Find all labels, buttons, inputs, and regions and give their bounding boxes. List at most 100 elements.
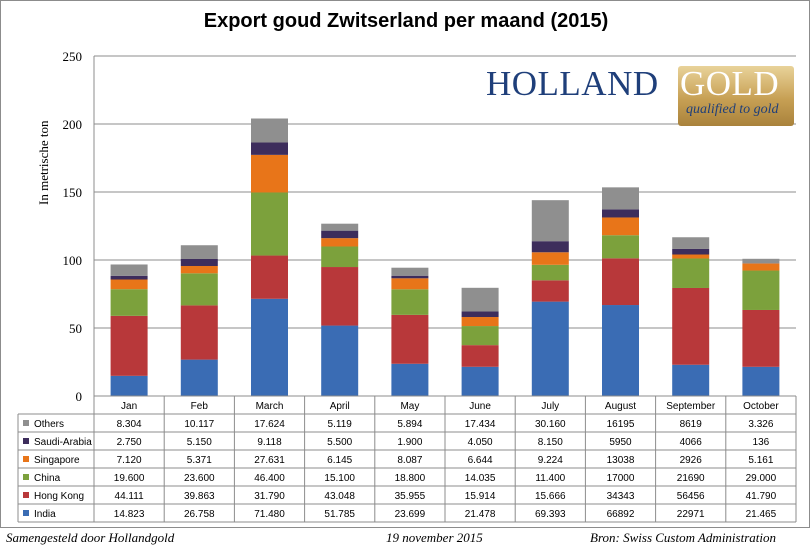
chart-title: Export goud Zwitserland per maand (2015) [203,10,609,32]
table-cell-hong-kong-jan: 44.111 [115,491,145,502]
bar-hong-kong-august [602,258,639,306]
table-cell-singapore-may: 8.087 [397,455,422,466]
bar-saudi-arabia-jan [110,275,148,280]
bar-china-july [531,264,569,281]
logo-gold-badge [678,66,794,126]
stacked-bar-chart: 0 50 100 150 200 250 Jan Feb March April May June Ju… [17,49,797,523]
bar-india-may [391,363,429,396]
table-cell-hong-kong-july: 15.666 [535,491,566,502]
bar-saudi-arabia-may [391,275,429,279]
bar-singapore-may [391,278,429,290]
table-cell-china-october: 29.000 [746,473,777,484]
bar-india-march [251,298,288,396]
x-tick-label-september: September [666,401,716,412]
bar-saudi-arabia-march [251,142,288,155]
x-tick-label-jan: Jan [121,401,137,412]
bar-singapore-march [251,154,288,193]
bar-others-june [461,287,499,312]
bar-others-august [602,187,639,210]
table-cell-hong-kong-october: 41.790 [746,491,777,502]
table-cell-china-july: 11.400 [535,473,565,484]
bar-others-april [321,223,359,231]
footer-date: 19 november 2015 [386,530,483,545]
bar-hong-kong-july [531,280,569,302]
table-cell-india-june: 21.478 [465,509,496,520]
bar-others-may [391,267,429,276]
table-cell-saudi-arabia-march: 9.118 [257,437,282,448]
table-cell-others-september: 8619 [680,419,703,430]
legend-label-saudi-arabia: Saudi-Arabia [34,437,92,448]
legend-label-others: Others [34,419,64,430]
bar-others-feb [180,245,218,259]
table-cell-india-august: 66892 [607,509,635,520]
table-cell-india-october: 21.465 [746,509,777,520]
y-tick-label-250: 250 [63,49,83,64]
bar-india-september [672,364,710,396]
bar-china-september [672,258,710,288]
bar-india-june [461,366,499,396]
legend-label-singapore: Singapore [34,455,80,466]
bar-hong-kong-feb [180,305,218,360]
legend-key-china [23,474,29,480]
legend-key-india [23,510,29,516]
x-tick-label-july: July [541,401,559,412]
table-cell-singapore-jan: 7.120 [117,455,142,466]
table-cell-saudi-arabia-june: 4.050 [468,437,493,448]
table-cell-others-august: 16195 [607,419,635,430]
table-cell-hong-kong-september: 56456 [677,491,705,502]
table-cell-singapore-march: 27.631 [254,455,285,466]
y-tick-label-50: 50 [69,321,82,336]
bar-saudi-arabia-april [321,230,359,239]
table-cell-india-may: 23.699 [395,509,426,520]
bar-singapore-september [672,254,710,259]
legend-key-singapore [23,456,29,462]
table-cell-others-jan: 8.304 [117,419,142,430]
bar-china-feb [180,273,218,306]
table-cell-singapore-april: 6.145 [327,455,352,466]
bar-china-august [602,235,639,259]
table-cell-singapore-september: 2926 [680,455,703,466]
bar-others-march [251,118,288,143]
hollandgold-logo: HOLLAND GOLD qualified to gold [486,64,796,126]
x-tick-label-may: May [400,401,419,412]
legend-key-others [23,420,29,426]
table-cell-china-june: 14.035 [465,473,496,484]
bar-saudi-arabia-feb [180,258,218,266]
bar-hong-kong-june [461,345,499,367]
bar-china-may [391,289,429,315]
table-cell-hong-kong-feb: 39.863 [184,491,215,502]
table-cell-china-jan: 19.600 [114,473,145,484]
x-tick-label-june: June [469,401,491,412]
table-cell-china-march: 46.400 [254,473,285,484]
table-cell-china-feb: 23.600 [184,473,215,484]
table-cell-others-april: 5.119 [328,419,353,430]
bar-hong-kong-september [672,287,710,365]
table-cell-china-april: 15.100 [324,473,355,484]
bar-others-july [531,200,569,242]
bar-singapore-october [742,263,780,271]
bar-singapore-august [602,217,639,236]
bar-others-jan [110,264,148,276]
legend-label-india: India [34,509,56,520]
table-cell-hong-kong-august: 34343 [607,491,635,502]
x-tick-label-april: April [330,401,350,412]
bar-india-october [742,366,780,396]
footer-source: Bron: Swiss Custom Administration [590,530,776,545]
bar-singapore-feb [180,265,218,274]
table-cell-india-july: 69.393 [535,509,566,520]
bar-china-april [321,246,359,268]
bar-saudi-arabia-july [531,241,569,253]
legend-key-hong-kong [23,492,29,498]
table-cell-china-may: 18.800 [395,473,426,484]
bar-hong-kong-october [742,309,780,367]
x-tick-label-march: March [256,401,284,412]
x-tick-label-october: October [743,401,779,412]
table-cell-singapore-august: 13038 [607,455,635,466]
table-cell-others-october: 3.326 [748,419,773,430]
bar-hong-kong-jan [110,315,148,376]
table-cell-saudi-arabia-september: 4066 [680,437,703,448]
logo-tagline: qualified to gold [686,102,779,117]
table-cell-singapore-feb: 5.371 [187,455,212,466]
bar-india-feb [180,359,218,396]
bar-india-july [531,301,569,396]
